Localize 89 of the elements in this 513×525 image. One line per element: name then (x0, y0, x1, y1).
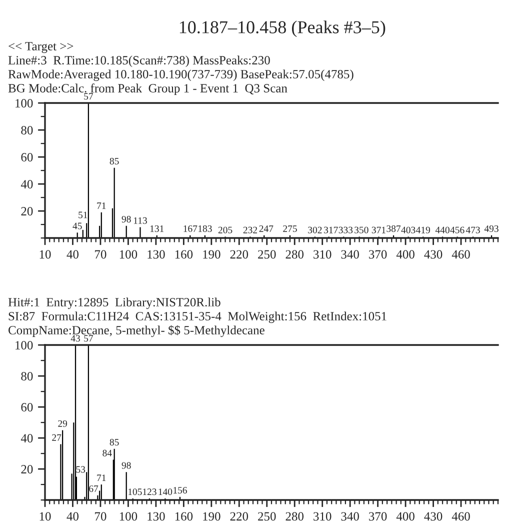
x-tick-label: 160 (175, 250, 193, 259)
annotation: 317 (324, 226, 338, 234)
annotation: 29 (58, 420, 68, 427)
text: SI:87 Formula:C11H24 CAS:13151-35-4 MolWeight:156 RetIndex:1051 (8, 312, 386, 323)
x-tick-label: 250 (258, 250, 276, 259)
annotation: 71 (97, 202, 106, 209)
text: << Target >> (8, 42, 74, 53)
annotation: 232 (243, 226, 257, 234)
y-tick-label: 20 (21, 207, 33, 216)
x-tick-label: 100 (120, 250, 138, 259)
x-tick-label: 190 (203, 250, 220, 259)
annotation: 456 (450, 226, 464, 234)
annotation: 333 (338, 226, 353, 234)
annotation: 85 (110, 158, 119, 164)
annotation: 123 (143, 488, 156, 496)
annotation: 493 (484, 225, 498, 232)
x-tick-label: 430 (424, 250, 442, 259)
annotation: 45 (72, 222, 82, 230)
x-tick-label: 370 (369, 250, 387, 259)
annotation: 98 (122, 216, 131, 222)
y-tick-label: 100 (16, 341, 33, 350)
x-tick-label: 460 (452, 250, 470, 259)
x-tick-label: 160 (175, 512, 193, 521)
y-tick-label: 60 (21, 403, 33, 412)
annotation: 57 (84, 93, 94, 100)
annotation: 247 (259, 225, 274, 232)
x-tick-label: 70 (95, 250, 106, 259)
annotation: 156 (174, 487, 187, 494)
x-tick-label: 40 (66, 250, 79, 259)
annotation: 140 (158, 488, 172, 496)
x-tick-label: 250 (258, 512, 276, 521)
annotation: 350 (354, 226, 368, 234)
annotation: 84 (102, 450, 112, 456)
annotation: 387 (386, 225, 401, 232)
annotation: 67 (89, 485, 98, 492)
annotation: 51 (78, 212, 88, 218)
x-tick-label: 220 (230, 512, 248, 521)
y-tick-label: 80 (21, 372, 33, 380)
annotation: 275 (283, 225, 297, 232)
y-tick-label: 20 (21, 465, 33, 474)
x-tick-label: 280 (286, 250, 304, 259)
y-tick-label: 80 (21, 126, 33, 134)
annotation: 85 (110, 438, 119, 446)
x-tick-label: 310 (314, 250, 332, 259)
x-tick-label: 400 (396, 512, 414, 521)
y-tick-label: 60 (21, 153, 33, 162)
x-tick-label: 40 (66, 512, 79, 521)
annotation: 57 (84, 335, 94, 342)
y-tick-label: 100 (16, 99, 33, 108)
annotation: 131 (150, 225, 164, 232)
annotation: 440 (435, 226, 450, 234)
x-tick-label: 100 (120, 512, 138, 521)
text: Hit#:1 Entry:12895 Library:NIST20R.lib (8, 298, 220, 309)
x-tick-label: 10 (40, 250, 51, 259)
x-tick-label: 130 (148, 250, 165, 259)
x-tick-label: 220 (230, 250, 248, 259)
x-tick-label: 70 (95, 512, 106, 521)
x-tick-label: 10 (40, 512, 51, 521)
x-tick-label: 430 (424, 512, 442, 521)
x-tick-label: 310 (314, 512, 332, 521)
text: Line#:3 R.Time:10.185(Scan#:738) MassPeaks:230 (8, 56, 270, 67)
x-tick-label: 340 (341, 512, 359, 521)
text: RawMode:Averaged 10.180-10.190(737-739) BasePeak:57.05(4785) (8, 70, 354, 81)
annotation: 53 (76, 466, 86, 473)
y-tick-label: 40 (20, 180, 33, 188)
x-tick-label: 340 (341, 250, 359, 259)
annotation: 105 (128, 488, 142, 496)
annotation: 27 (52, 434, 62, 441)
x-tick-label: 280 (286, 512, 304, 521)
annotation: 183 (198, 225, 212, 232)
annotation: 473 (466, 226, 480, 234)
x-tick-label: 190 (203, 512, 220, 521)
annotation: 71 (97, 474, 106, 482)
chart-title: 10.187–10.458 (Peaks #3–5) (180, 20, 386, 37)
annotation: 98 (122, 462, 131, 469)
x-tick-label: 400 (396, 250, 414, 259)
annotation: 371 (372, 226, 386, 234)
text: CompName:Decane, 5-methyl- $$ 5-Methyldecane (8, 325, 264, 337)
annotation: 419 (416, 226, 430, 234)
annotation: 113 (134, 217, 147, 224)
annotation: 205 (218, 226, 232, 234)
x-tick-label: 370 (369, 512, 387, 521)
x-tick-label: 460 (452, 512, 470, 521)
annotation: 167 (184, 225, 198, 232)
annotation: 302 (308, 226, 322, 234)
x-tick-label: 130 (148, 512, 165, 521)
annotation: 43 (70, 335, 80, 342)
annotation: 403 (401, 226, 416, 234)
y-tick-label: 40 (20, 434, 33, 442)
